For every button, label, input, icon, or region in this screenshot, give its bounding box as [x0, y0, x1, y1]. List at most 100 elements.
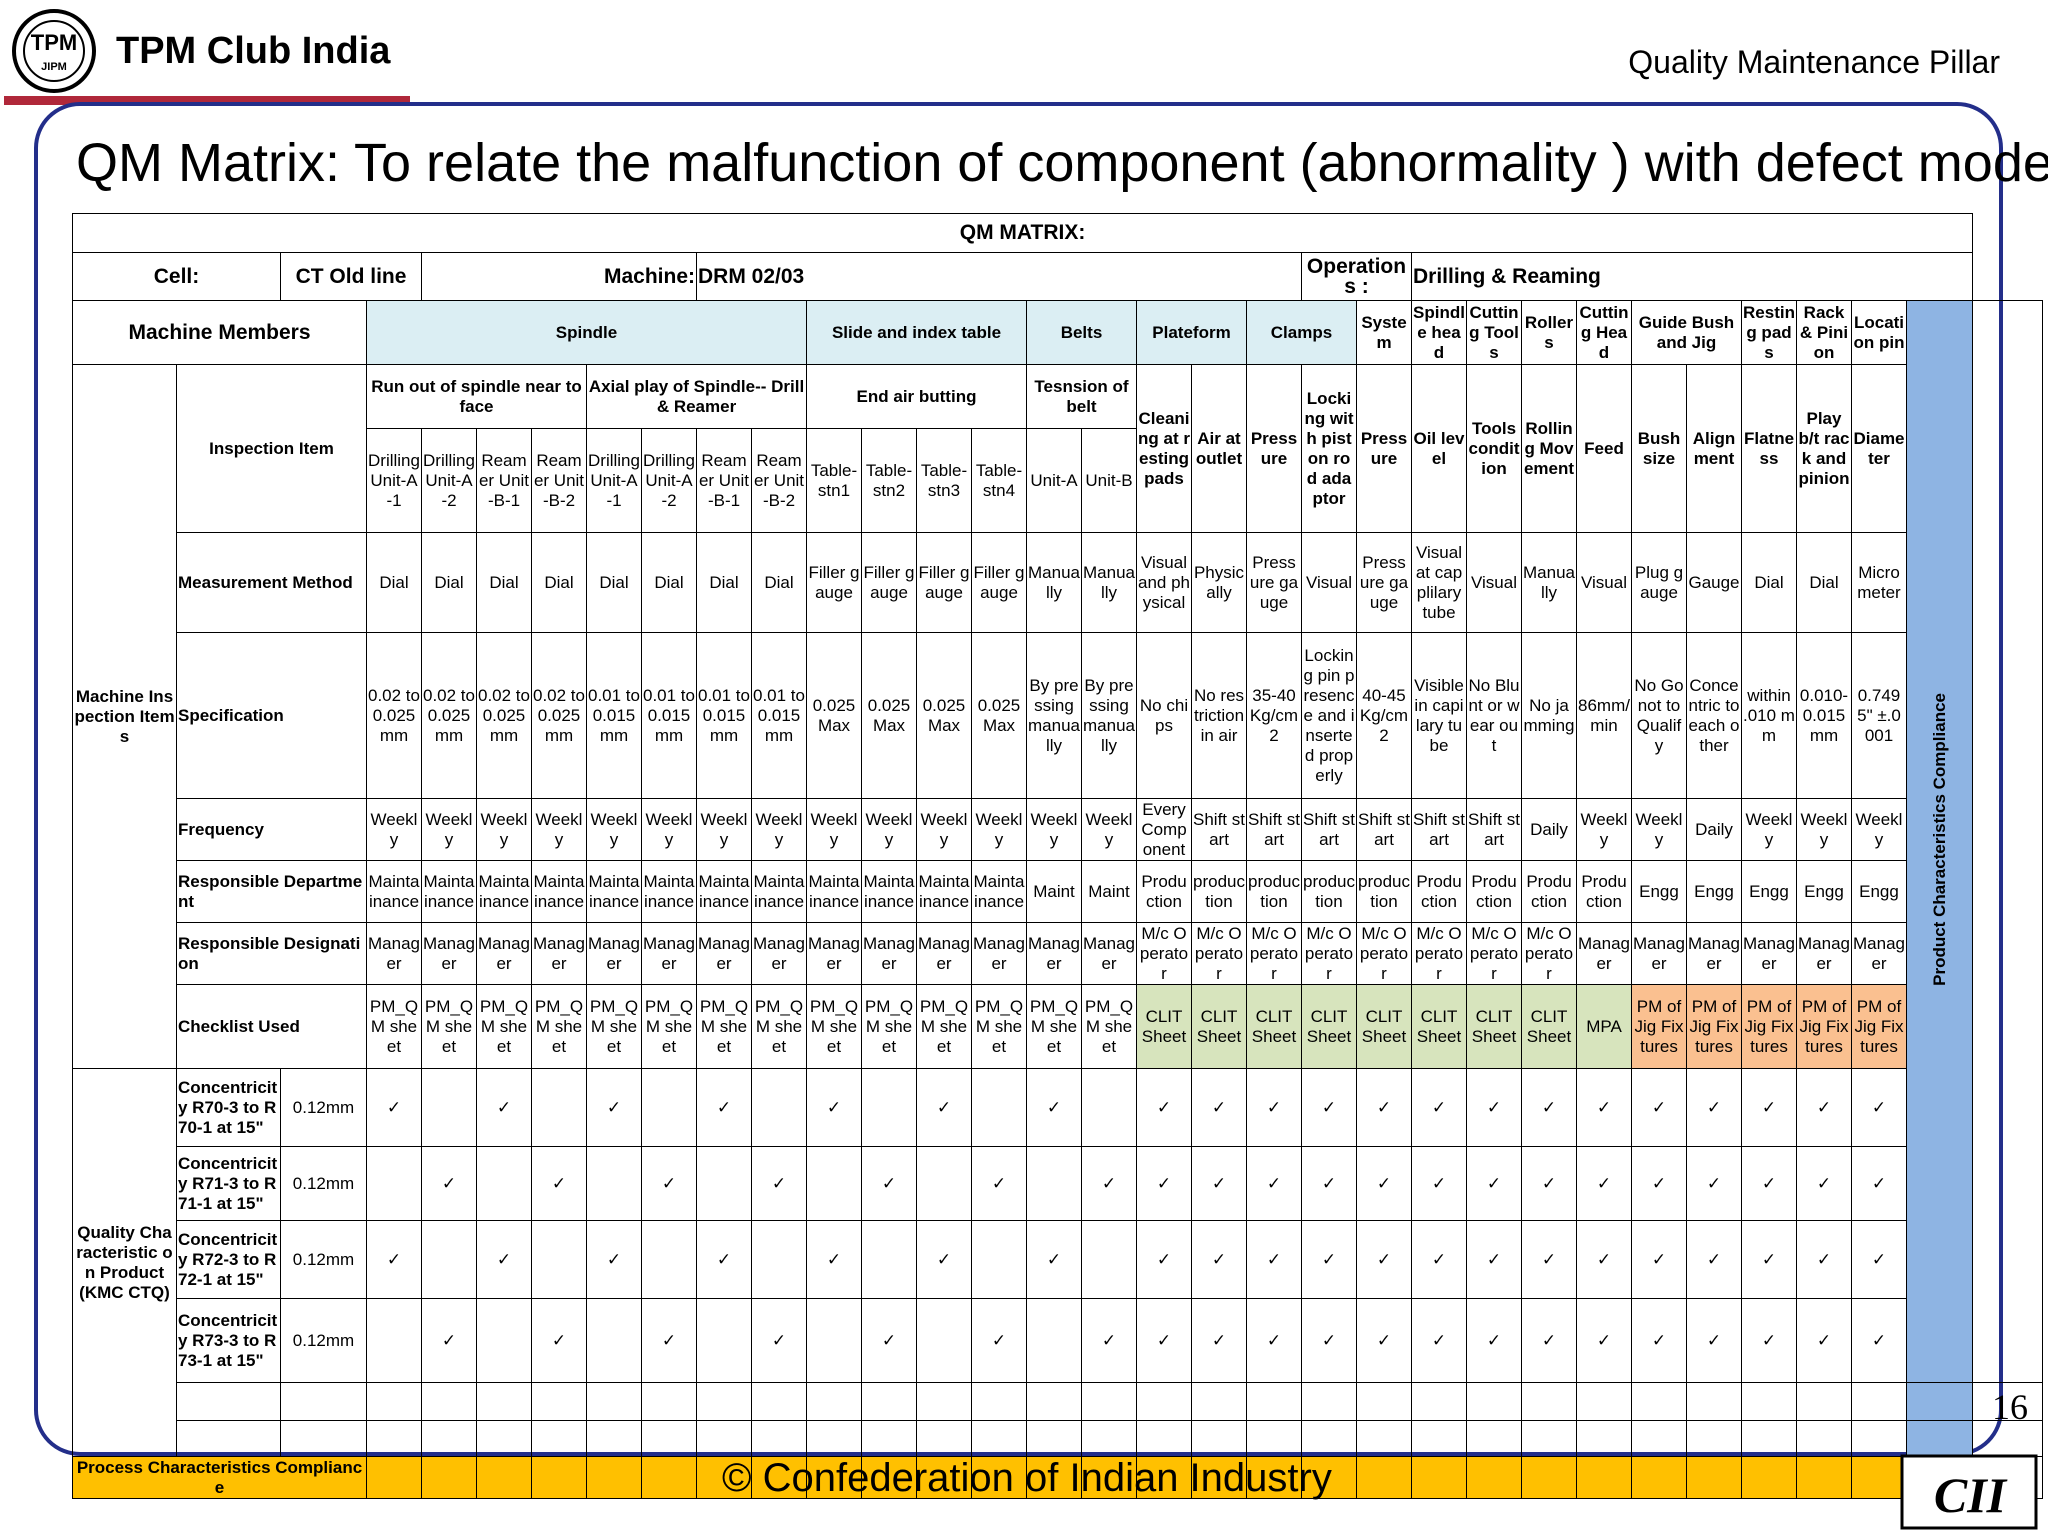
process-compliance-cell — [1411, 1456, 1467, 1499]
product-compliance-cell — [1905, 1420, 1974, 1457]
cell-value: CT Old line — [280, 252, 422, 301]
specification-cell: Locking pin presence and inserted proper… — [1301, 632, 1357, 799]
department-cell: Maintainance — [586, 860, 642, 923]
checklist-cell: PM_QM sheet — [916, 984, 972, 1069]
check-cell: ✓ — [971, 1298, 1027, 1383]
check-cell: ✓ — [1741, 1298, 1797, 1383]
measurement-cell: Gauge — [1686, 532, 1742, 633]
check-cell — [861, 1068, 917, 1147]
check-cell: ✓ — [1246, 1146, 1302, 1221]
empty-cell — [1796, 1420, 1852, 1457]
pillar-name: Quality Maintenance Pillar — [1628, 44, 2000, 80]
process-compliance-cell — [641, 1456, 697, 1499]
inspection-item: Locking with piston rod adaptor — [1301, 364, 1357, 533]
process-compliance-cell — [531, 1456, 587, 1499]
frequency-cell: Weekly — [1026, 798, 1082, 861]
machine-value: DRM 02/03 — [696, 252, 1302, 301]
process-compliance-cell — [1521, 1456, 1577, 1499]
frequency-cell: Every Component — [1136, 798, 1192, 861]
measurement-cell: Micrometer — [1851, 532, 1907, 633]
designation-cell: Manager — [586, 922, 642, 985]
check-cell — [1081, 1068, 1137, 1147]
inspection-item: Reamer Unit-B-1 — [476, 428, 532, 533]
empty-cell — [1972, 300, 2044, 1383]
frequency-cell: Daily — [1686, 798, 1742, 861]
check-cell: ✓ — [1576, 1220, 1632, 1299]
empty-cell — [176, 1382, 281, 1421]
department-cell: Production — [1411, 860, 1467, 923]
quality-row-label: Concentricity R72-3 to R72-1 at 15" — [176, 1220, 281, 1299]
empty-cell — [1191, 1420, 1247, 1457]
frequency-cell: Weekly — [916, 798, 972, 861]
measurement-cell: Visual at capplilary tube — [1411, 532, 1467, 633]
process-compliance-cell — [696, 1456, 752, 1499]
department-cell: Maintainance — [751, 860, 807, 923]
member-group: Location pin — [1851, 300, 1907, 365]
check-cell: ✓ — [1191, 1068, 1247, 1147]
check-cell: ✓ — [696, 1068, 752, 1147]
checklist-cell: PM of Jig Fixtures — [1631, 984, 1687, 1069]
empty-cell — [1411, 1420, 1467, 1457]
empty-cell — [1796, 1382, 1852, 1421]
specification-cell: 0.02 to 0.025 mm — [531, 632, 587, 799]
check-cell: ✓ — [1301, 1146, 1357, 1221]
member-group: Guide Bush and Jig — [1631, 300, 1742, 365]
inspection-item: Drilling Unit-A -1 — [586, 428, 642, 533]
frequency-cell: Shift start — [1356, 798, 1412, 861]
empty-cell — [1466, 1420, 1522, 1457]
frequency-cell: Shift start — [1246, 798, 1302, 861]
check-cell — [586, 1298, 642, 1383]
product-compliance-label: Product Characteristics Compliance — [1929, 692, 1949, 986]
check-cell — [421, 1068, 477, 1147]
department-cell: Maintainance — [806, 860, 862, 923]
measurement-cell: Physically — [1191, 532, 1247, 633]
member-group: Belts — [1026, 300, 1137, 365]
frequency-cell: Weekly — [1631, 798, 1687, 861]
inspection-item: Unit-B — [1081, 428, 1137, 533]
specification-cell: No Blunt or wear out — [1466, 632, 1522, 799]
department-cell: production — [1356, 860, 1412, 923]
empty-cell — [176, 1420, 281, 1457]
measurement-cell: Manually — [1026, 532, 1082, 633]
check-cell: ✓ — [1411, 1068, 1467, 1147]
frequency-cell: Weekly — [366, 798, 422, 861]
department-cell: Maintainance — [641, 860, 697, 923]
department-cell: Maint — [1026, 860, 1082, 923]
empty-cell — [421, 1382, 477, 1421]
designation-cell: Manager — [531, 922, 587, 985]
empty-cell — [1411, 1382, 1467, 1421]
inspection-item: Rolling Movement — [1521, 364, 1577, 533]
member-group: Clamps — [1246, 300, 1357, 365]
check-cell — [751, 1220, 807, 1299]
check-cell: ✓ — [1246, 1298, 1302, 1383]
department-cell: Maintainance — [861, 860, 917, 923]
specification-cell: 0.02 to 0.025 mm — [366, 632, 422, 799]
process-compliance-cell — [1026, 1456, 1082, 1499]
check-cell: ✓ — [1686, 1220, 1742, 1299]
process-compliance-cell — [806, 1456, 862, 1499]
checklist-cell: PM_QM sheet — [971, 984, 1027, 1069]
check-cell — [971, 1068, 1027, 1147]
specification-cell: 0.02 to 0.025 mm — [421, 632, 477, 799]
check-cell — [476, 1298, 532, 1383]
empty-cell — [531, 1420, 587, 1457]
member-group: Spindle — [366, 300, 807, 365]
measurement-cell: Dial — [1741, 532, 1797, 633]
check-cell: ✓ — [1521, 1220, 1577, 1299]
checklist-cell: PM_QM sheet — [1026, 984, 1082, 1069]
check-cell: ✓ — [1686, 1146, 1742, 1221]
inspection-item-label: Inspection Item — [176, 364, 367, 533]
member-group: Spindle head — [1411, 300, 1467, 365]
department-cell: Production — [1136, 860, 1192, 923]
svg-text:TPM: TPM — [31, 30, 77, 55]
checklist-cell: CLIT Sheet — [1246, 984, 1302, 1069]
inspection-item: Table-stn2 — [861, 428, 917, 533]
designation-cell: M/c Operator — [1521, 922, 1577, 985]
department-cell: production — [1301, 860, 1357, 923]
empty-cell — [366, 1420, 422, 1457]
checklist-cell: PM_QM sheet — [641, 984, 697, 1069]
process-compliance-cell — [1576, 1456, 1632, 1499]
empty-cell — [531, 1382, 587, 1421]
check-cell: ✓ — [421, 1146, 477, 1221]
empty-cell — [1576, 1382, 1632, 1421]
